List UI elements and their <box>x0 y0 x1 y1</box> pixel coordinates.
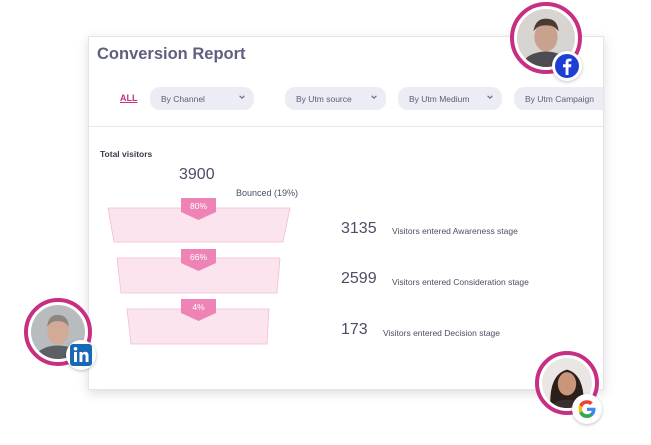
funnel-stage-awareness[interactable] <box>107 207 291 243</box>
utm-source-dropdown-label: By Utm source <box>296 94 352 104</box>
percent-tag-consideration <box>181 249 216 271</box>
total-visitors-label: Total visitors <box>100 149 153 159</box>
percent-decision: 4% <box>192 302 205 312</box>
awareness-value: 3135 <box>341 220 377 237</box>
percent-tag-decision <box>181 299 216 321</box>
chevron-down-icon <box>239 95 245 99</box>
chevron-down-icon <box>371 95 377 99</box>
conversion-funnel: 80% 66% 4% <box>107 198 291 345</box>
consideration-label: Visitors entered Consideration stage <box>392 277 529 287</box>
conversion-report-card: Conversion Report ALL By Channel By Utm … <box>88 36 604 390</box>
channel-dropdown-label: By Channel <box>161 94 205 104</box>
consideration-value: 2599 <box>341 270 377 287</box>
utm-medium-dropdown-label: By Utm Medium <box>409 94 470 104</box>
funnel-stage-decision[interactable] <box>126 308 270 345</box>
percent-awareness: 80% <box>190 201 207 211</box>
percent-consideration: 66% <box>190 252 207 262</box>
awareness-label: Visitors entered Awareness stage <box>392 226 518 236</box>
google-badge <box>572 394 602 424</box>
bounced-label: Bounced (19%) <box>236 188 299 198</box>
utm-medium-dropdown[interactable]: By Utm Medium <box>398 87 502 110</box>
utm-source-dropdown[interactable]: By Utm source <box>285 87 386 110</box>
linkedin-icon <box>70 344 92 366</box>
avatar <box>31 305 85 359</box>
utm-campaign-dropdown[interactable]: By Utm Campaign <box>514 87 603 110</box>
facebook-badge <box>552 51 582 81</box>
facebook-icon <box>555 54 579 78</box>
chevron-down-icon <box>487 95 493 99</box>
section-divider <box>89 126 603 127</box>
google-user-avatar <box>535 351 599 415</box>
google-icon <box>578 400 596 418</box>
page-title: Conversion Report <box>97 45 246 63</box>
filter-all-link[interactable]: ALL <box>120 93 138 103</box>
funnel-stage-consideration[interactable] <box>116 257 281 294</box>
decision-value: 173 <box>341 321 368 338</box>
percent-tag-awareness <box>181 198 216 220</box>
linkedin-badge <box>66 340 96 370</box>
decision-label: Visitors entered Decision stage <box>383 328 501 338</box>
utm-campaign-dropdown-label: By Utm Campaign <box>525 94 594 104</box>
total-visitors-value: 3900 <box>179 166 215 183</box>
filter-bar: ALL By Channel By Utm source By Utm Medi… <box>89 87 603 111</box>
channel-dropdown[interactable]: By Channel <box>150 87 254 110</box>
